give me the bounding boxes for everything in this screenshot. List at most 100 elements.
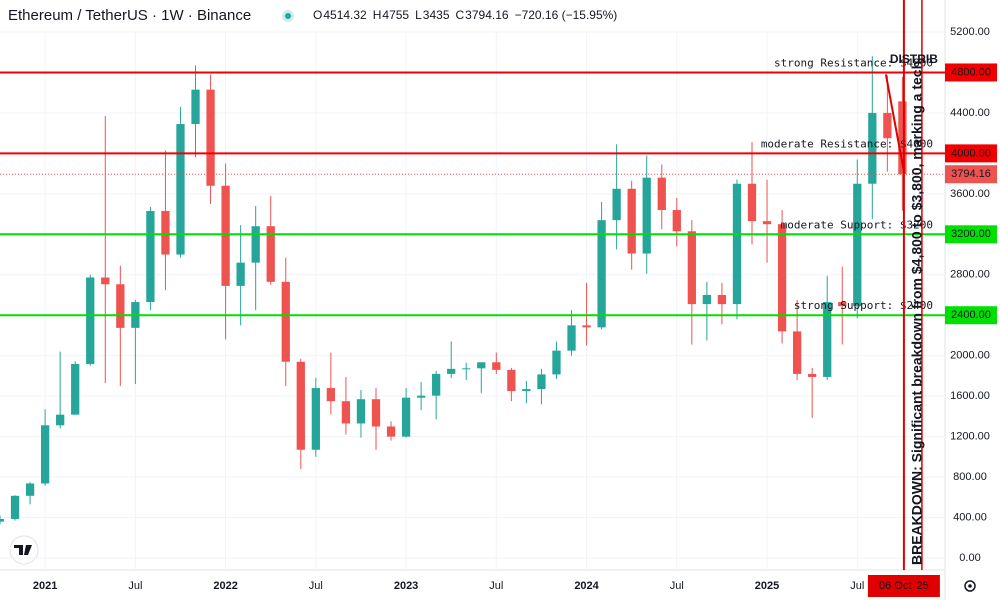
- level-tag: [945, 225, 997, 244]
- quote-value: 3794.16: [465, 8, 509, 22]
- quote-label: C: [456, 8, 465, 22]
- level-tag: [945, 144, 997, 163]
- candle-body: [416, 395, 426, 398]
- candle-body: [672, 210, 681, 232]
- quote-label: L: [415, 8, 422, 22]
- candle-body: [522, 389, 531, 392]
- candle-body: [56, 414, 65, 426]
- candle-body: [823, 302, 832, 377]
- candle-body: [0, 518, 5, 522]
- candle-body: [25, 483, 35, 496]
- candle-body: [266, 226, 275, 282]
- quote-change: −720.16 (−15.95%): [515, 8, 618, 22]
- candle-body: [146, 211, 155, 303]
- candle-body: [161, 211, 170, 255]
- candle-body: [462, 368, 471, 370]
- x-tick-label: 2025: [755, 580, 779, 592]
- y-tick-label: 1200.00: [950, 431, 990, 443]
- candle-body: [702, 295, 712, 305]
- level-tag-label: 3200.00: [951, 228, 991, 240]
- candle-body: [687, 231, 696, 305]
- y-tick-label: 2800.00: [950, 269, 990, 281]
- candle-body: [642, 177, 651, 254]
- event-tag: DISTRIB: [890, 52, 938, 66]
- event-arrow: [884, 74, 905, 172]
- level-tag-label: 4800.00: [951, 66, 991, 78]
- candle-body: [236, 262, 245, 286]
- y-tick-label: 400.00: [953, 511, 987, 523]
- level-label: strong Resistance: $4800: [774, 56, 933, 69]
- last-price-tag: [945, 165, 997, 184]
- y-tick-label: 1600.00: [950, 390, 990, 402]
- candle-body: [176, 124, 185, 255]
- candle-body: [101, 277, 110, 285]
- candle-body: [206, 89, 215, 186]
- candle-body: [281, 281, 290, 362]
- candle-body: [296, 361, 305, 450]
- status-dot: [285, 13, 291, 19]
- candle-body: [40, 425, 50, 484]
- x-tick-label: Jul: [128, 580, 142, 592]
- x-tick-label: 2021: [33, 580, 57, 592]
- level-label: moderate Support: $3200: [781, 218, 933, 231]
- candle-body: [311, 388, 320, 450]
- event-date-tag: [867, 575, 940, 597]
- y-tick-label: 800.00: [953, 471, 987, 483]
- level-label: strong Support: $2400: [794, 299, 933, 312]
- level-tag: [945, 63, 997, 82]
- candle-body: [567, 325, 576, 351]
- quote-label: O: [313, 8, 322, 22]
- candle-body: [612, 188, 621, 221]
- candle-body: [657, 177, 666, 211]
- candle-body: [326, 388, 336, 402]
- y-tick-label: 5200.00: [950, 26, 990, 38]
- event-text: BREAKDOWN: Significant breakdown from $4…: [909, 61, 925, 565]
- candle-body: [10, 495, 20, 519]
- candle-body: [898, 101, 907, 175]
- candle-body: [401, 397, 411, 437]
- candle-body: [792, 331, 802, 374]
- candle-body: [838, 302, 847, 307]
- candle-body: [116, 284, 125, 328]
- candle-body: [371, 399, 381, 427]
- candle-body: [732, 183, 742, 305]
- candle-body: [597, 220, 606, 328]
- candle-body: [552, 350, 561, 375]
- settings-icon[interactable]: [964, 580, 976, 592]
- y-tick-label: 4400.00: [950, 107, 990, 119]
- candle-body: [777, 224, 787, 332]
- quote-value: 4514.32: [323, 8, 367, 22]
- candle-body: [853, 183, 862, 307]
- candle-body: [251, 226, 260, 263]
- candle-body: [341, 401, 351, 424]
- event-date: 06 Oct '25: [879, 580, 929, 592]
- x-tick-label: 2022: [213, 580, 237, 592]
- candle-body: [717, 295, 727, 305]
- quote-label: H: [373, 8, 382, 22]
- quote-value: 4755: [382, 8, 409, 22]
- candle-body: [386, 426, 396, 437]
- candle-body: [447, 368, 456, 374]
- x-tick-label: Jul: [850, 580, 864, 592]
- x-tick-label: Jul: [489, 580, 503, 592]
- level-label: moderate Resistance: $4000: [761, 137, 933, 150]
- candle-body: [191, 89, 200, 125]
- candle-body: [221, 185, 230, 286]
- candle-body: [883, 112, 892, 139]
- y-tick-label: 3600.00: [950, 188, 990, 200]
- chart-title: Ethereum / TetherUS · 1W · Binance: [8, 7, 251, 24]
- level-tag: [945, 306, 997, 325]
- y-tick-label: 0.00: [959, 552, 980, 564]
- candle-body: [492, 362, 501, 370]
- candle-body: [808, 373, 817, 377]
- x-tick-label: 2024: [574, 580, 599, 592]
- candle-body: [868, 112, 877, 184]
- candle-body: [86, 277, 95, 364]
- x-tick-label: Jul: [309, 580, 323, 592]
- candle-body: [762, 221, 772, 225]
- candle-body: [537, 374, 546, 390]
- x-tick-label: Jul: [670, 580, 684, 592]
- tv-logo: [9, 535, 39, 565]
